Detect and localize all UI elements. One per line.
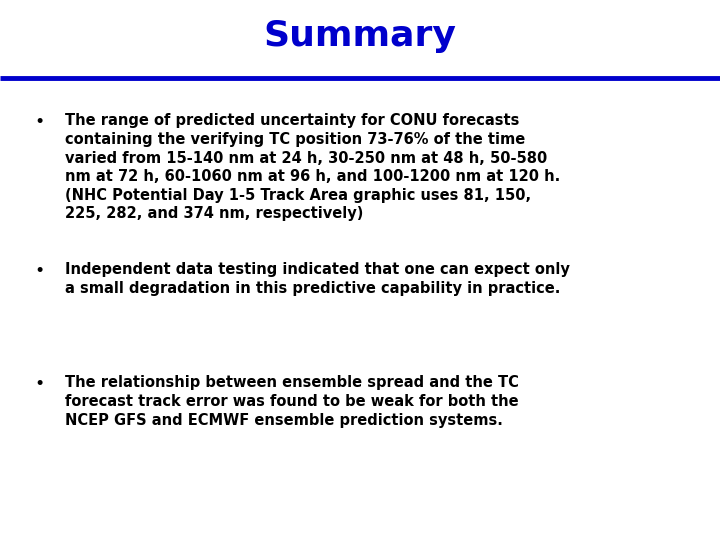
Text: The range of predicted uncertainty for CONU forecasts
containing the verifying T: The range of predicted uncertainty for C… — [65, 113, 560, 221]
Text: •: • — [35, 262, 45, 280]
Text: Summary: Summary — [264, 19, 456, 53]
Text: The relationship between ensemble spread and the TC
forecast track error was fou: The relationship between ensemble spread… — [65, 375, 518, 428]
Text: Independent data testing indicated that one can expect only
a small degradation : Independent data testing indicated that … — [65, 262, 570, 295]
Text: •: • — [35, 375, 45, 393]
Text: •: • — [35, 113, 45, 131]
